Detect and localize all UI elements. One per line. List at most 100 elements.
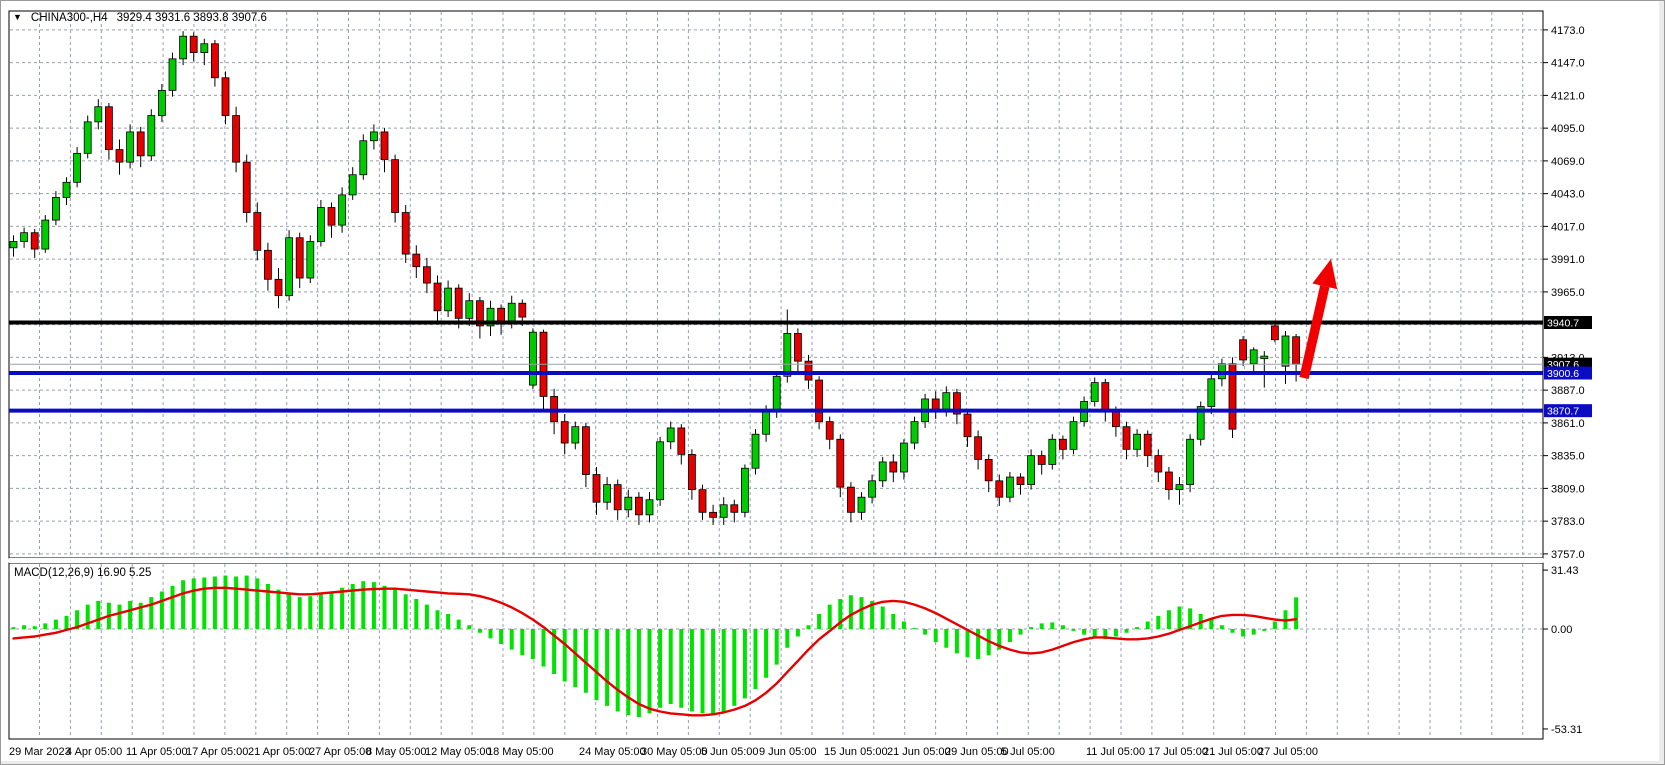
price-tag: 3870.7 (1544, 404, 1592, 418)
candle (1027, 449, 1035, 490)
candle (136, 126, 145, 168)
candle (401, 204, 410, 263)
candle (900, 439, 908, 480)
candle (1016, 473, 1025, 495)
candle (613, 479, 622, 520)
up-arrow-annotation[interactable] (1299, 259, 1338, 380)
candle (422, 257, 431, 294)
candle (200, 38, 209, 66)
main-chart-pane[interactable] (8, 10, 1544, 559)
time-axis-label: 15 Jun 05:00 (824, 746, 888, 758)
candle (316, 199, 325, 247)
price-axis-label: 4121.0 (1551, 90, 1585, 102)
candle (41, 215, 50, 253)
price-axis-label: 3887.0 (1551, 385, 1585, 397)
candle (603, 477, 611, 510)
candle (168, 52, 177, 97)
macd-axis-label: -53.31 (1551, 724, 1582, 736)
candle (529, 328, 537, 389)
candle (486, 300, 495, 336)
candle (369, 124, 378, 150)
candle (327, 202, 336, 238)
candle (1090, 377, 1099, 407)
candle (889, 454, 898, 483)
price-axis-label: 3965.0 (1551, 287, 1585, 299)
time-axis-label: 18 May 05:00 (487, 746, 554, 758)
candle (847, 482, 855, 523)
candle (910, 416, 919, 450)
price-axis-label: 3835.0 (1551, 451, 1585, 463)
candle (412, 245, 421, 279)
time-axis-label: 27 Apr 05:00 (309, 746, 371, 758)
candle (709, 504, 717, 525)
candle (263, 242, 272, 291)
symbol-period-label: CHINA300-,H4 (30, 12, 108, 24)
chart-title: ▼ CHINA300-,H4 3929.4 3931.6 3893.8 3907… (13, 12, 267, 24)
candle (1239, 335, 1247, 367)
candle (688, 449, 696, 500)
candle (253, 202, 262, 261)
candle (221, 71, 230, 125)
candle (348, 167, 357, 200)
candle (83, 115, 92, 159)
candle (62, 177, 71, 205)
time-axis-label: 11 Jul 05:00 (1086, 746, 1145, 758)
svg-text:3940.7: 3940.7 (1547, 317, 1579, 329)
candle (592, 466, 601, 515)
price-axis[interactable]: 4173.0 4147.0 4121.0 4095.0 4069.0 4043.0 4017… (1543, 25, 1592, 561)
candle (1249, 347, 1258, 372)
time-axis-label: 17 Jul 05:00 (1148, 746, 1208, 758)
price-axis-label: 3991.0 (1551, 254, 1585, 266)
candle (285, 230, 294, 301)
candle (582, 422, 590, 488)
svg-text:3870.7: 3870.7 (1547, 406, 1579, 418)
candle (306, 235, 315, 284)
candle (1165, 466, 1173, 500)
candle (1260, 351, 1269, 388)
candle (984, 454, 993, 493)
candle (157, 84, 166, 122)
macd-axis-label: 0.00 (1551, 624, 1572, 636)
macd-axis[interactable]: 31.43 0.00 -53.31 (1543, 565, 1582, 736)
candle (179, 31, 188, 66)
candle (1281, 330, 1290, 384)
candle (210, 39, 219, 87)
candle (815, 376, 823, 430)
time-axis-label: 4 Apr 05:00 (66, 746, 122, 758)
candle (295, 232, 304, 289)
candle (147, 109, 156, 161)
time-axis-label: 9 Jun 05:00 (759, 746, 817, 758)
candle (1048, 434, 1057, 470)
time-axis-label: 17 Apr 05:00 (186, 746, 248, 758)
candle (868, 474, 876, 504)
time-axis-label: 21 Jun 05:00 (887, 746, 951, 758)
symbol-dropdown-icon[interactable]: ▼ (13, 12, 22, 22)
time-axis-label: 29 Mar 2023 (9, 746, 71, 758)
time-axis-label: 21 Apr 05:00 (248, 746, 310, 758)
price-tag: 3940.7 (1544, 315, 1592, 329)
candle (1122, 421, 1131, 460)
candle (974, 430, 982, 470)
candlestick-series (9, 31, 1300, 525)
level-lines[interactable] (9, 320, 1543, 413)
candle (359, 134, 368, 180)
candle (1037, 450, 1046, 475)
candle (624, 489, 633, 518)
candle (751, 429, 760, 475)
pane-splitter[interactable] (9, 558, 1543, 563)
candle (1006, 472, 1014, 503)
candle (1207, 373, 1216, 415)
candle (719, 497, 728, 525)
macd-signal-line (12, 586, 1298, 717)
time-axis-label: 27 Jul 05:00 (1258, 746, 1318, 758)
time-axis-label: 29 Jun 05:00 (945, 746, 1009, 758)
candle (475, 296, 484, 339)
candle (571, 421, 580, 450)
time-axis-label: 24 May 05:00 (579, 746, 646, 758)
candle (560, 414, 569, 455)
candle (963, 409, 972, 447)
